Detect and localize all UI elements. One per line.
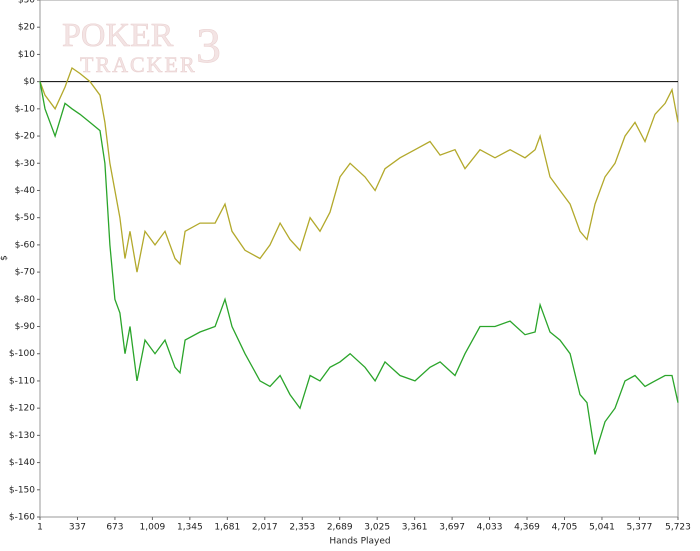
- x-tick-label: 5,041: [589, 523, 615, 533]
- x-tick-label: 4,369: [514, 523, 540, 533]
- y-tick-label: $-60: [15, 240, 36, 250]
- x-tick-label: 2,353: [289, 523, 315, 533]
- x-axis-title: Hands Played: [329, 537, 390, 547]
- x-tick-label: 1,681: [214, 523, 240, 533]
- y-tick-label: $-10: [15, 104, 36, 114]
- x-tick-label: 5,723: [665, 523, 691, 533]
- watermark: 3: [196, 17, 221, 73]
- x-tick-label: 2,689: [327, 523, 353, 533]
- y-tick-label: $-30: [15, 159, 36, 169]
- x-tick-label: 673: [106, 523, 123, 533]
- y-tick-label: $-50: [15, 213, 36, 223]
- y-tick-label: $-40: [15, 186, 36, 196]
- y-tick-label: $-80: [15, 295, 36, 305]
- series-line: [39, 66, 679, 273]
- x-tick-label: 4,705: [552, 523, 578, 533]
- x-tick-label: 2,017: [252, 523, 278, 533]
- x-tick-label: 5,377: [627, 523, 653, 533]
- y-tick-label: $-130: [9, 431, 35, 441]
- x-tick-label: 1: [37, 523, 43, 533]
- x-tick-label: 1,009: [140, 523, 166, 533]
- y-tick-label: $-110: [9, 376, 35, 386]
- y-tick-label: $20: [18, 23, 35, 33]
- y-tick-label: $-70: [15, 268, 36, 278]
- y-tick-label: $-120: [9, 404, 35, 414]
- y-tick-label: $-160: [9, 513, 35, 523]
- y-tick-label: $-100: [9, 349, 35, 359]
- y-tick-label: $-140: [9, 458, 35, 468]
- x-tick-label: 337: [69, 523, 86, 533]
- x-tick-label: 3,697: [439, 523, 465, 533]
- y-tick-label: $0: [24, 77, 36, 87]
- y-tick-label: $-90: [15, 322, 36, 332]
- y-tick-label: $30: [18, 0, 35, 6]
- series-line: [39, 81, 679, 455]
- x-tick-label: 4,033: [477, 523, 503, 533]
- y-tick-label: $-150: [9, 485, 35, 495]
- x-tick-label: 3,361: [402, 523, 428, 533]
- watermark: POKER: [62, 17, 174, 54]
- y-tick-label: $-20: [15, 132, 36, 142]
- plot-frame: [39, 0, 679, 518]
- watermark: TRACKER: [80, 52, 197, 77]
- y-axis-title: $: [0, 255, 10, 261]
- x-tick-label: 3,025: [364, 523, 390, 533]
- x-tick-label: 1,345: [177, 523, 203, 533]
- y-tick-label: $10: [18, 50, 35, 60]
